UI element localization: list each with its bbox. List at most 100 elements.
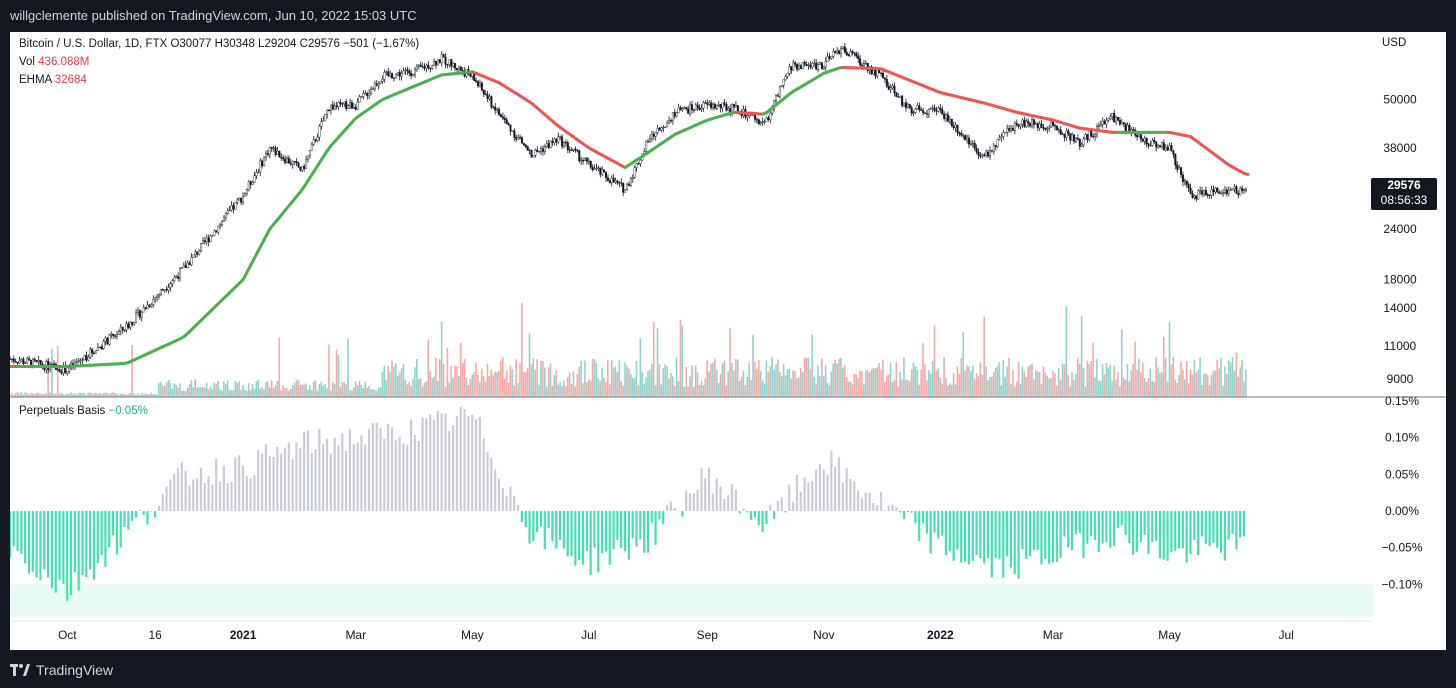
volume-bar <box>712 362 714 397</box>
basis-bar <box>937 511 940 539</box>
candle-body <box>289 162 292 165</box>
candle-body <box>801 62 804 69</box>
candle-body <box>723 102 726 105</box>
volume-bar <box>559 382 561 397</box>
basis-bar <box>459 406 462 511</box>
volume-bar <box>324 384 326 397</box>
volume-bar <box>750 379 752 397</box>
volume-bar <box>501 357 504 397</box>
candle-body <box>1036 123 1039 129</box>
candle-body <box>948 119 951 122</box>
basis-bar <box>597 511 600 573</box>
candle-body <box>851 51 854 53</box>
candle-body <box>920 109 923 111</box>
candle-body <box>885 79 888 87</box>
volume-bar <box>759 371 762 397</box>
candle-body <box>373 83 376 90</box>
chart-panel[interactable]: 50000 38000 24000 18000 14000 11000 9000 0.15%… <box>10 32 1446 650</box>
volume-bar <box>1015 381 1018 397</box>
candle-body <box>818 62 821 65</box>
volume-bar <box>404 379 407 397</box>
basis-bar <box>448 430 451 511</box>
candle-body <box>654 132 657 137</box>
volume-bar <box>1111 380 1113 397</box>
basis-bar <box>43 511 46 570</box>
candle-body <box>1094 134 1097 137</box>
volume-bar <box>987 380 989 397</box>
candle-body <box>423 66 426 69</box>
candle-body <box>983 154 986 156</box>
volume-bar <box>1180 361 1182 397</box>
tradingview-logo[interactable]: TradingView <box>10 662 113 678</box>
candle-body <box>1048 126 1051 129</box>
candle-body <box>1034 123 1037 125</box>
candle-body <box>721 102 724 109</box>
candle-body <box>899 95 902 98</box>
candle-body <box>887 86 890 90</box>
basis-bar <box>753 511 757 518</box>
volume-bar <box>998 362 1001 397</box>
candle-body <box>133 322 136 325</box>
volume-bar <box>213 382 216 397</box>
candle-body <box>967 137 970 145</box>
ehma-legend[interactable]: EHMA 32684 <box>19 74 87 86</box>
basis-bar <box>780 497 783 511</box>
candle-body <box>769 112 772 120</box>
basis-bar <box>551 511 554 542</box>
candle-body <box>1195 195 1198 200</box>
candle-body <box>1078 139 1081 147</box>
candle-body <box>179 268 182 279</box>
volume-bar <box>906 380 909 397</box>
basis-axis[interactable]: 0.15%0.10%0.05%0.00%−0.05%−0.10% <box>1381 394 1422 591</box>
volume-bar <box>1243 381 1245 397</box>
candle-body <box>482 89 485 95</box>
vol-legend[interactable]: Vol 436.088M <box>19 56 89 68</box>
volume-bar <box>1069 386 1071 397</box>
volume-bar <box>1162 336 1165 397</box>
volume-bar <box>1172 357 1175 397</box>
volume-bar <box>1103 374 1106 397</box>
volume-bar <box>341 382 344 397</box>
basis-tick-label: 0.15% <box>1385 394 1419 408</box>
volume-bar <box>202 386 204 397</box>
volume-bar <box>251 384 254 397</box>
volume-bar <box>393 367 395 397</box>
candle-body <box>339 102 342 104</box>
volume-bar <box>137 393 139 397</box>
volume-bar <box>620 381 623 397</box>
basis-bar <box>1017 511 1020 579</box>
volume-bar <box>1189 369 1192 397</box>
candle-body <box>427 64 430 69</box>
candle-body <box>257 171 260 173</box>
basis-bar <box>1093 511 1097 540</box>
candle-body <box>608 180 611 184</box>
basis-bar <box>868 492 871 511</box>
volume-bar <box>899 371 901 397</box>
time-axis[interactable]: Oct 16 2021 Mar May Jul Sep Nov 2022 Mar May Jul <box>58 628 1294 642</box>
candle-body <box>797 65 800 70</box>
volume-bar <box>488 376 491 397</box>
candle-body <box>519 137 522 139</box>
basis-bar <box>956 511 959 550</box>
volume-bar <box>843 365 846 397</box>
candle-body <box>1092 135 1095 138</box>
volume-bar <box>83 393 86 397</box>
basis-bar <box>983 511 986 564</box>
basis-bar <box>555 511 558 549</box>
basis-bar <box>1013 511 1016 575</box>
candle-body <box>778 86 781 97</box>
candle-body <box>532 155 535 158</box>
candle-body <box>486 94 489 99</box>
basis-legend[interactable]: Perpetuals Basis −0.05% <box>19 405 148 417</box>
symbol-legend[interactable]: Bitcoin / U.S. Dollar, 1D, FTX O30077 H3… <box>19 38 419 50</box>
volume-bar <box>1021 366 1024 397</box>
volume-bar <box>425 381 428 397</box>
basis-bar <box>192 479 195 511</box>
basis-bar <box>799 491 802 511</box>
volume-bar <box>1227 360 1230 397</box>
volume-bar <box>402 363 405 397</box>
candle-body <box>79 359 82 362</box>
candle-body <box>882 72 885 79</box>
